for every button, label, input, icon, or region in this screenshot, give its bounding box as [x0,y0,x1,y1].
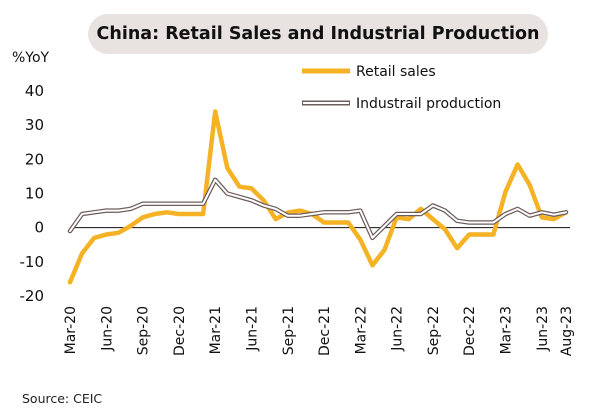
y-tick-label: -20 [20,287,45,305]
x-tick-label: Mar-21 [208,306,224,354]
series-line-retail-sales [67,109,569,285]
x-tick-label: Mar-23 [499,306,515,354]
x-tick-label: Sep-21 [281,306,297,355]
x-tick-label: Dec-21 [317,306,333,356]
x-tick-label: Dec-20 [172,306,188,356]
series-line-industrail-production-outline [67,177,569,241]
x-tick-label: Sep-22 [426,306,442,355]
y-tick-label: -10 [20,253,45,271]
y-axis-label: %YoY [12,50,50,66]
x-tick-label: Jun-23 [535,306,551,352]
x-tick-label: Jun-20 [99,306,115,352]
x-tick-label: Jun-22 [390,306,406,352]
x-tick-label: Dec-22 [462,306,478,356]
x-tick-label: Jun-21 [244,306,260,352]
y-tick-label: 30 [25,116,44,134]
x-tick-label: Mar-22 [353,306,369,354]
series-line-industrail-production [69,178,567,239]
x-tick-label: Sep-20 [136,306,152,355]
y-tick-label: 0 [34,219,44,237]
x-tick-label: Mar-20 [63,306,79,354]
legend-label: Retail sales [356,64,436,80]
y-tick-label: 40 [25,82,44,100]
y-tick-label: 20 [25,150,44,168]
source-note: Source: CEIC [22,391,103,406]
y-tick-label: 10 [25,185,44,203]
chart-title: China: Retail Sales and Industrial Produ… [88,14,548,54]
x-tick-label: Aug-23 [559,306,575,356]
legend-label: Industrail production [356,96,501,112]
